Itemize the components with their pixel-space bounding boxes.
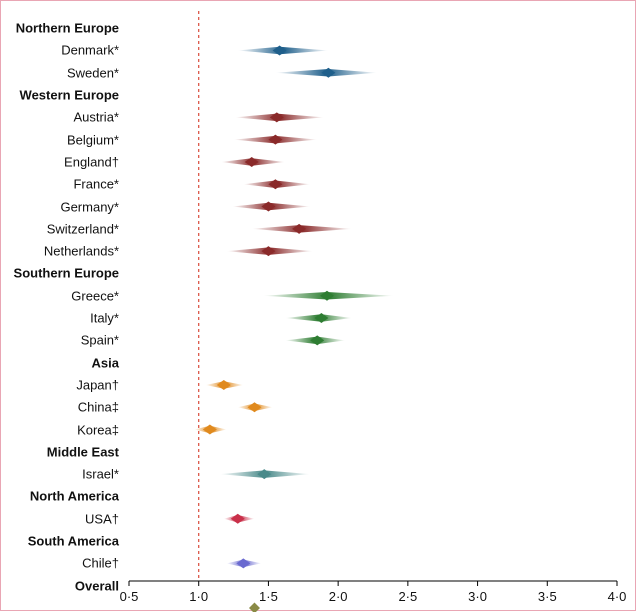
group-label: Asia [92, 356, 119, 369]
group-label: South America [28, 535, 119, 548]
point-marker [314, 313, 328, 323]
x-tick-label: 1·0 [189, 589, 208, 604]
row-label: Israel* [82, 468, 119, 481]
row-label: Spain* [81, 334, 119, 347]
x-tick-label: 4·0 [608, 589, 627, 604]
point-marker [257, 469, 271, 479]
row-label: Japan† [76, 378, 119, 391]
x-tick-label: 1·5 [259, 589, 278, 604]
row-label: France* [73, 178, 119, 191]
point-marker [270, 112, 284, 122]
point-marker [273, 45, 287, 55]
point-marker [268, 135, 282, 145]
point-marker [217, 380, 231, 390]
x-tick-label: 0·5 [120, 589, 139, 604]
row-label: England† [64, 155, 119, 168]
row-label: Greece* [71, 289, 119, 302]
row-label: Korea‡ [77, 423, 119, 436]
point-marker [261, 202, 275, 212]
group-label: Northern Europe [16, 22, 119, 35]
point-marker [320, 291, 334, 301]
row-label: Germany* [60, 200, 119, 213]
group-label: Western Europe [20, 89, 119, 102]
point-marker [321, 68, 335, 78]
x-tick-label: 2·5 [398, 589, 417, 604]
x-tick-label: 2·0 [329, 589, 348, 604]
row-label: USA† [85, 512, 119, 525]
row-label: Sweden* [67, 66, 119, 79]
point-marker [231, 514, 245, 524]
row-label: Italy* [90, 312, 119, 325]
group-label: Overall [75, 579, 119, 592]
chart-frame: Northern Europe Denmark* Sweden* Western Eu… [0, 0, 636, 611]
point-marker [203, 425, 217, 435]
row-label: Chile† [82, 557, 119, 570]
row-label: Netherlands* [44, 245, 119, 258]
point-marker [245, 157, 259, 167]
row-label: Switzerland* [47, 222, 119, 235]
x-tick-label: 3·5 [538, 589, 557, 604]
x-tick-label: 3·0 [468, 589, 487, 604]
row-label: Austria* [73, 111, 119, 124]
row-label: China‡ [78, 401, 119, 414]
group-label: Southern Europe [14, 267, 119, 280]
row-label: Belgium* [67, 133, 119, 146]
point-marker [292, 224, 306, 234]
group-label: Middle East [47, 445, 119, 458]
point-marker [268, 179, 282, 189]
row-label: Denmark* [61, 44, 119, 57]
point-marker [236, 558, 250, 568]
point-marker [261, 246, 275, 256]
point-marker [310, 335, 324, 345]
group-label: North America [30, 490, 119, 503]
point-marker [247, 402, 261, 412]
